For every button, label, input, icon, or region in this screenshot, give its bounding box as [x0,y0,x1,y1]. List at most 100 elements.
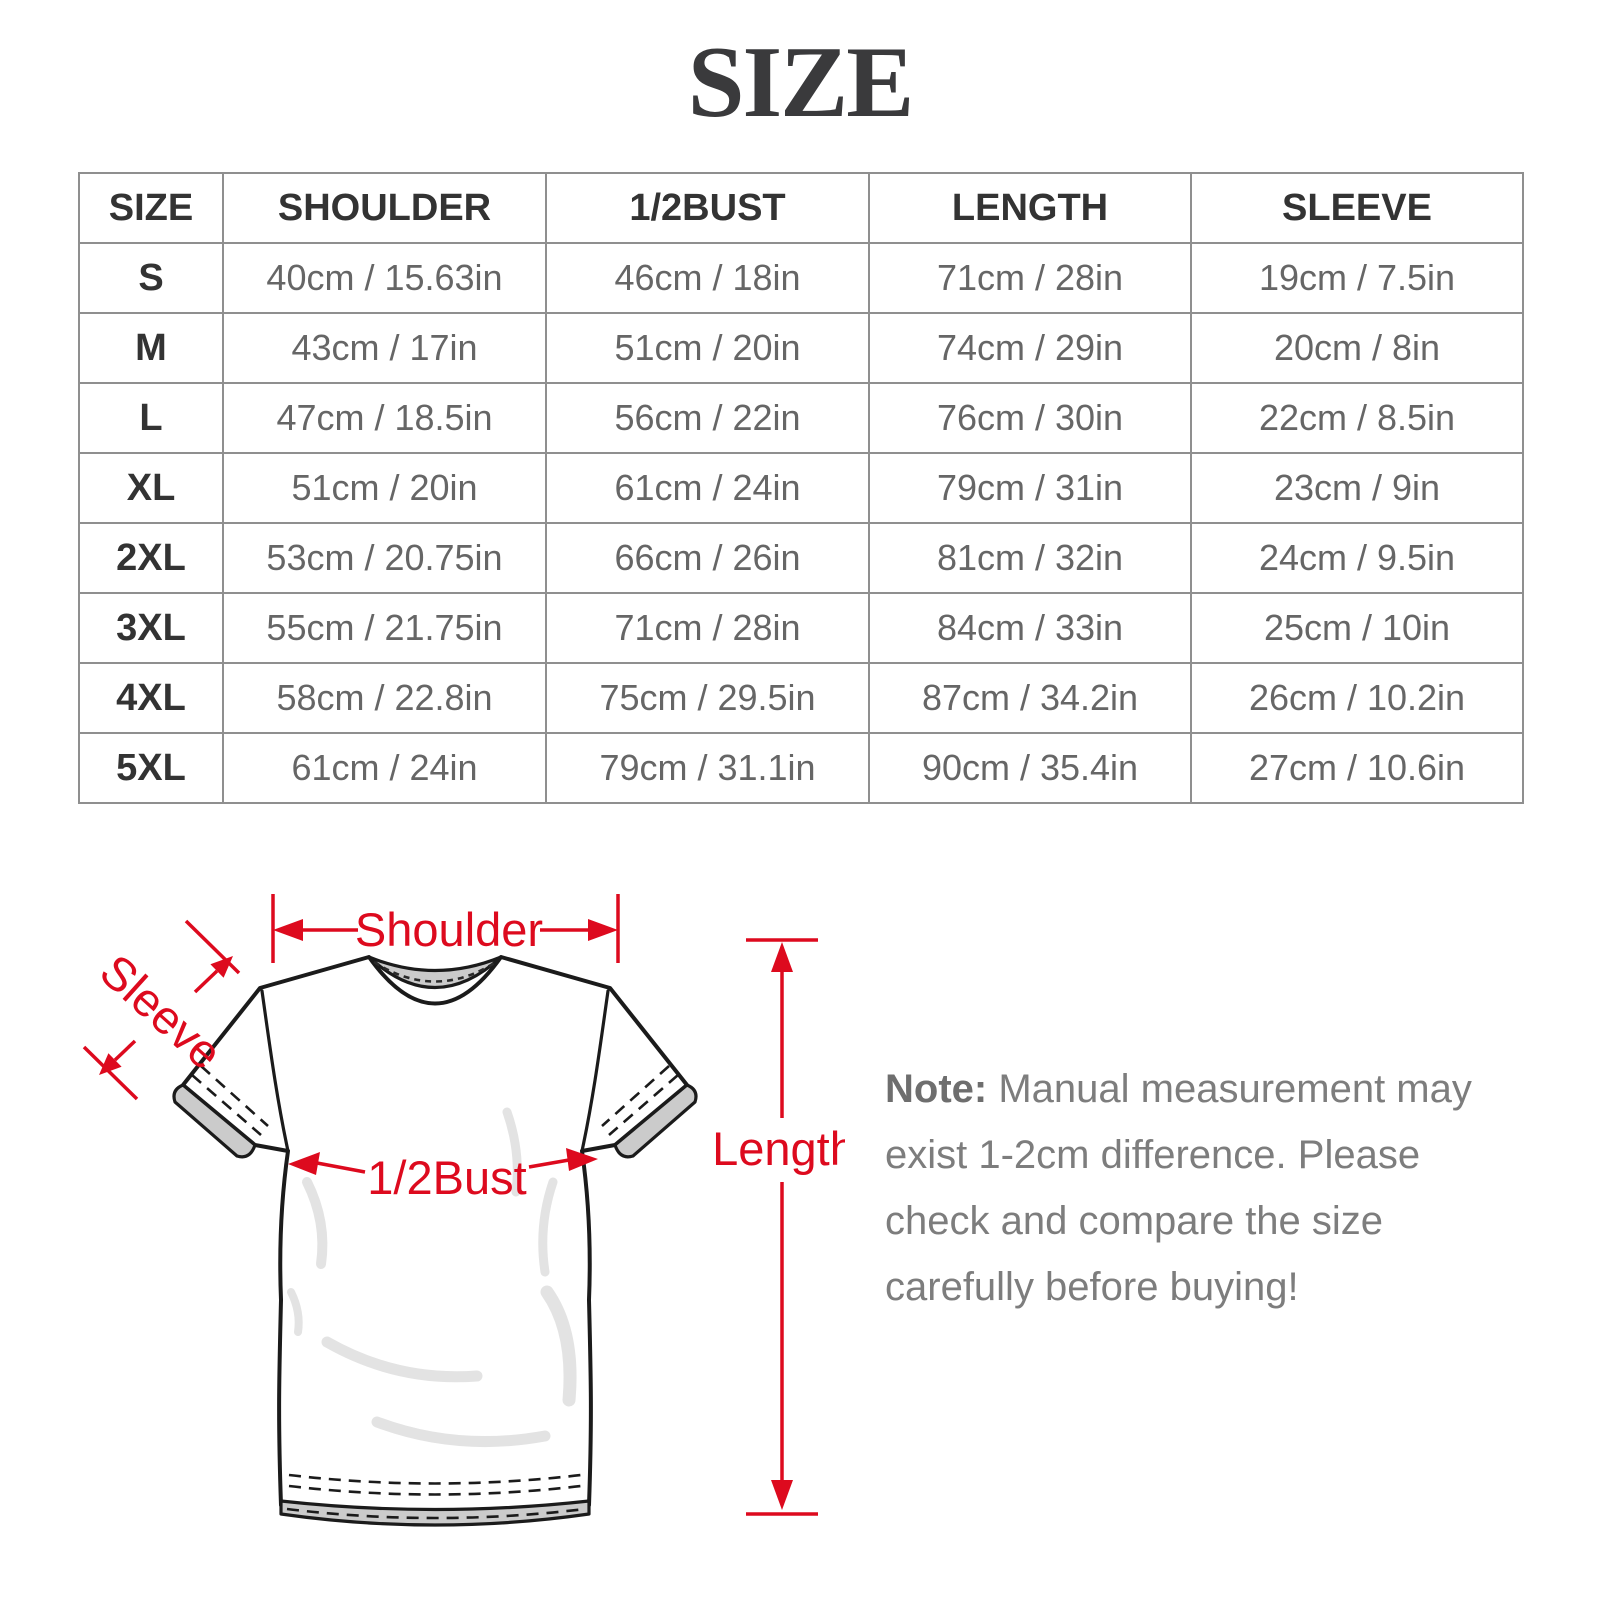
wrinkle-shade [287,1288,303,1336]
column-header: 1/2BUST [545,172,870,244]
hem-stitch [288,1473,582,1485]
sleeve-tick-bottom [82,1045,139,1101]
collar-stitch [373,960,497,983]
measurement-cell: 79cm / 31in [868,452,1192,524]
measurement-cell: 53cm / 20.75in [222,522,547,594]
hem-stitch [286,1507,586,1520]
measurement-cell: 25cm / 10in [1190,592,1524,664]
cuff-stitch [601,1065,670,1127]
measurement-cell: 74cm / 29in [868,312,1192,384]
length-label: Length [712,1122,845,1175]
bust-label: 1/2Bust [367,1151,526,1204]
measurement-cell: 20cm / 8in [1190,312,1524,384]
measurement-cell: 43cm / 17in [222,312,547,384]
size-cell: 5XL [78,732,224,804]
header-row: SIZE SHOULDER 1/2BUST LENGTH SLEEVE [78,172,1524,244]
tshirt-measurement-diagram: Shoulder Sleeve 1/2Bust Length [75,860,845,1600]
measurement-cell: 23cm / 9in [1190,452,1524,524]
measurement-cell: 71cm / 28in [545,592,870,664]
tshirt-diagram-svg: Shoulder Sleeve 1/2Bust Length [82,894,845,1527]
wrinkle-shade [540,1285,577,1407]
table-row: 2XL 53cm / 20.75in 66cm / 26in 81cm / 32in 2… [78,522,1524,594]
wrinkle-shade [371,1416,551,1448]
size-cell: S [78,242,224,314]
column-header: SLEEVE [1190,172,1524,244]
shoulder-label: Shoulder [355,903,543,956]
column-header: SIZE [78,172,224,244]
measurement-cell: 19cm / 7.5in [1190,242,1524,314]
measurement-cell: 81cm / 32in [868,522,1192,594]
measurement-cell: 51cm / 20in [222,452,547,524]
measurement-cell: 27cm / 10.6in [1190,732,1524,804]
shoulder-arrow-right [588,919,618,941]
table-row: M 43cm / 17in 51cm / 20in 74cm / 29in 20cm /… [78,312,1524,384]
bust-line-right [528,1158,570,1169]
size-cell: 4XL [78,662,224,734]
measurement-cell: 22cm / 8.5in [1190,382,1524,454]
bottom-hem [279,1499,591,1527]
length-arrow-down [771,1480,793,1510]
table-row: S 40cm / 15.63in 46cm / 18in 71cm / 28in 19c… [78,242,1524,314]
tshirt-body-outline [181,955,689,1516]
measurement-cell: 76cm / 30in [868,382,1192,454]
wrinkle-shade [538,1177,558,1277]
size-cell: XL [78,452,224,524]
sleeve-line-bottom [113,1039,137,1062]
table-row: 5XL 61cm / 24in 79cm / 31.1in 90cm / 35.4in… [78,732,1524,804]
tshirt-illustration [172,955,698,1527]
size-cell: 2XL [78,522,224,594]
measurement-cell: 58cm / 22.8in [222,662,547,734]
note-text: Manual measurement may exist 1-2cm diffe… [885,1067,1472,1309]
right-cuff [613,1083,698,1159]
sleeve-seam [580,989,610,1153]
length-arrow-up [771,942,793,972]
measurement-cell: 26cm / 10.2in [1190,662,1524,734]
bust-line-left [316,1161,366,1174]
table-row: 3XL 55cm / 21.75in 71cm / 28in 84cm / 33in 2… [78,592,1524,664]
wrinkle-shade [302,1177,328,1269]
measurement-cell: 84cm / 33in [868,592,1192,664]
measurement-cell: 61cm / 24in [222,732,547,804]
sleeve-seam [260,989,290,1153]
bust-arrow-right [566,1148,598,1171]
table-row: XL 51cm / 20in 61cm / 24in 79cm / 31in 23cm … [78,452,1524,524]
sleeve-arrow-top [210,956,233,978]
measurement-note: Note: Manual measurement may exist 1-2cm… [885,1056,1497,1320]
measurement-cell: 40cm / 15.63in [222,242,547,314]
wrinkle-shade [502,1107,522,1197]
left-cuff [172,1083,257,1159]
measurement-cell: 90cm / 35.4in [868,732,1192,804]
size-table-header: SIZE SHOULDER 1/2BUST LENGTH SLEEVE [78,172,1524,244]
measurement-cell: 61cm / 24in [545,452,870,524]
wrinkle-shade [321,1336,483,1383]
measurement-cell: 24cm / 9.5in [1190,522,1524,594]
cuff-stitch [608,1074,679,1136]
measurement-cell: 79cm / 31.1in [545,732,870,804]
size-cell: 3XL [78,592,224,664]
column-header: LENGTH [868,172,1192,244]
measurement-cell: 51cm / 20in [545,312,870,384]
measurement-cell: 47cm / 18.5in [222,382,547,454]
page-title: SIZE [687,26,915,139]
size-table-body: S 40cm / 15.63in 46cm / 18in 71cm / 28in 19c… [78,242,1524,804]
cuff-stitch [191,1074,262,1136]
measurement-cell: 56cm / 22in [545,382,870,454]
bust-arrow-left [288,1152,320,1175]
table-row: L 47cm / 18.5in 56cm / 22in 76cm / 30in 22cm… [78,382,1524,454]
size-table: SIZE SHOULDER 1/2BUST LENGTH SLEEVE S 40cm / … [78,172,1524,804]
measurement-cell: 66cm / 26in [545,522,870,594]
cuff-stitch [200,1065,269,1127]
table-row: 4XL 58cm / 22.8in 75cm / 29.5in 87cm / 34.2… [78,662,1524,734]
hem-stitch [288,1484,582,1496]
measurement-cell: 46cm / 18in [545,242,870,314]
sleeve-tick-top [184,919,241,975]
measurement-cell: 55cm / 21.75in [222,592,547,664]
measurement-cell: 87cm / 34.2in [868,662,1192,734]
note-label: Note: [885,1067,988,1111]
measurement-cell: 71cm / 28in [868,242,1192,314]
column-header: SHOULDER [222,172,547,244]
collar-back-line [367,955,503,973]
sleeve-line-top [193,969,219,994]
shoulder-arrow-left [273,919,303,941]
measurement-cell: 75cm / 29.5in [545,662,870,734]
